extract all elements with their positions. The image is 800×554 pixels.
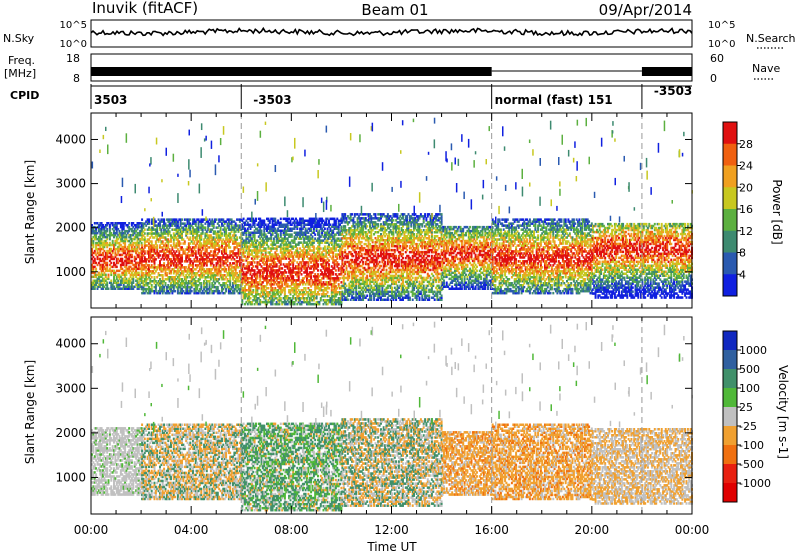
x-axis-label: Time UT bbox=[366, 540, 417, 554]
freq-label: Freq. bbox=[8, 54, 35, 67]
colorbar-swatch bbox=[723, 252, 737, 275]
colorbar-tick-label: 100 bbox=[739, 382, 760, 395]
y-tick-label: 3000 bbox=[55, 381, 86, 395]
colorbar-tick-label: 25 bbox=[739, 401, 753, 414]
colorbar-tick-label: 4 bbox=[739, 268, 746, 281]
colorbar-tick-label: 16 bbox=[739, 203, 753, 216]
colorbar-swatch bbox=[723, 407, 737, 427]
nsky-label: N.Sky bbox=[3, 32, 35, 45]
colorbar-tick-label: -25 bbox=[739, 420, 757, 433]
colorbar-tick-label: 1000 bbox=[739, 344, 767, 357]
y-tick-label: 2000 bbox=[55, 221, 86, 235]
colorbar-swatch bbox=[723, 464, 737, 484]
power-echoes bbox=[91, 117, 693, 306]
x-tick-label: 16:00 bbox=[474, 523, 509, 537]
x-tick-label: 04:00 bbox=[174, 523, 209, 537]
cpid-entry: normal (fast) 151 bbox=[495, 93, 613, 107]
cpid-entry: 3503 bbox=[94, 93, 127, 107]
velocity-echoes bbox=[91, 321, 693, 512]
colorbar-tick-label: 20 bbox=[739, 181, 753, 194]
colorbar-tick-label: 8 bbox=[739, 247, 746, 260]
colorbar-tick-label: 12 bbox=[739, 225, 753, 238]
velocity-colorbar: 1000 500 100 25 -25 -100 -500 -1000 bbox=[722, 330, 771, 503]
y-tick-label: 1000 bbox=[55, 470, 86, 484]
colorbar-swatch bbox=[723, 122, 737, 145]
colorbar-swatch bbox=[723, 369, 737, 389]
nsearch-tick-top: 10^5 bbox=[708, 20, 735, 31]
x-tick-label: 08:00 bbox=[274, 523, 309, 537]
colorbar-swatch bbox=[723, 209, 737, 232]
colorbar-swatch bbox=[723, 483, 737, 503]
cpid-entry: -3503 bbox=[654, 84, 692, 98]
colorbar-tick-label: 28 bbox=[739, 138, 753, 151]
power-colorbar-label: Power [dB] bbox=[770, 179, 784, 244]
colorbar-tick-label: 24 bbox=[739, 160, 753, 173]
colorbar-swatch bbox=[723, 187, 737, 210]
colorbar-frame bbox=[722, 330, 738, 503]
colorbar-tick-label: -100 bbox=[739, 439, 764, 452]
freq-unit: [MHz] bbox=[4, 67, 36, 80]
freq-trace-segment-b bbox=[641, 67, 692, 76]
cpid-entry: -3503 bbox=[253, 93, 291, 107]
colorbar-tick-label: -1000 bbox=[739, 477, 771, 490]
nave-label: Nave bbox=[752, 62, 780, 75]
colorbar-tick-label: -500 bbox=[739, 458, 764, 471]
x-tick-label: 20:00 bbox=[575, 523, 610, 537]
beam-label: Beam 01 bbox=[361, 1, 428, 19]
velocity-colorbar-label: Velocity [m s-1] bbox=[776, 365, 790, 459]
x-tick-label: 00:00 bbox=[675, 523, 710, 537]
nsearch-label: N.Search bbox=[746, 32, 796, 45]
freq-tick-top: 18 bbox=[66, 52, 80, 65]
x-tick-label: 00:00 bbox=[74, 523, 109, 537]
colorbar-swatch bbox=[723, 426, 737, 446]
nsky-trace bbox=[90, 26, 693, 37]
x-tick-label: 12:00 bbox=[374, 523, 409, 537]
colorbar-tick-label: 500 bbox=[739, 363, 760, 376]
power-ylabel: Slant Range [km] bbox=[23, 160, 37, 264]
power-colorbar: 4 8 12 16 20 24 28 bbox=[722, 121, 753, 297]
station-title: Inuvik (fitACF) bbox=[92, 0, 198, 17]
nave-tick-top: 60 bbox=[710, 52, 724, 65]
colorbar-swatch bbox=[723, 331, 737, 351]
colorbar-swatch bbox=[723, 165, 737, 188]
colorbar-swatch bbox=[723, 274, 737, 297]
y-tick-label: 4000 bbox=[55, 132, 86, 146]
cpid-label: CPID bbox=[10, 89, 39, 102]
velocity-panel: 1000 2000 3000 4000 00:00 04:00 08:00 12:00 16:0… bbox=[55, 316, 710, 537]
y-tick-label: 2000 bbox=[55, 426, 86, 440]
y-tick-label: 3000 bbox=[55, 177, 86, 191]
velocity-ylabel: Slant Range [km] bbox=[23, 360, 37, 464]
colorbar-swatch bbox=[723, 230, 737, 253]
y-tick-label: 4000 bbox=[55, 337, 86, 351]
colorbar-swatch bbox=[723, 445, 737, 465]
nave-tick-bottom: 0 bbox=[710, 72, 717, 85]
nsky-tick-top: 10^5 bbox=[60, 20, 87, 31]
nsearch-tick-bottom: 10^0 bbox=[708, 39, 735, 50]
freq-trace-segment-a bbox=[91, 67, 492, 76]
nsky-panel-frame bbox=[90, 19, 693, 48]
nsky-tick-bottom: 10^0 bbox=[60, 39, 87, 50]
colorbar-swatch bbox=[723, 143, 737, 166]
colorbar-swatch bbox=[723, 350, 737, 370]
colorbar-swatch bbox=[723, 388, 737, 408]
y-tick-label: 1000 bbox=[55, 265, 86, 279]
cpid-row: 3503 -3503 normal (fast) 151 -3503 bbox=[90, 84, 692, 109]
freq-tick-bottom: 8 bbox=[73, 72, 80, 85]
power-panel: 1000 2000 3000 4000 bbox=[55, 112, 693, 309]
date-label: 09/Apr/2014 bbox=[599, 1, 692, 19]
